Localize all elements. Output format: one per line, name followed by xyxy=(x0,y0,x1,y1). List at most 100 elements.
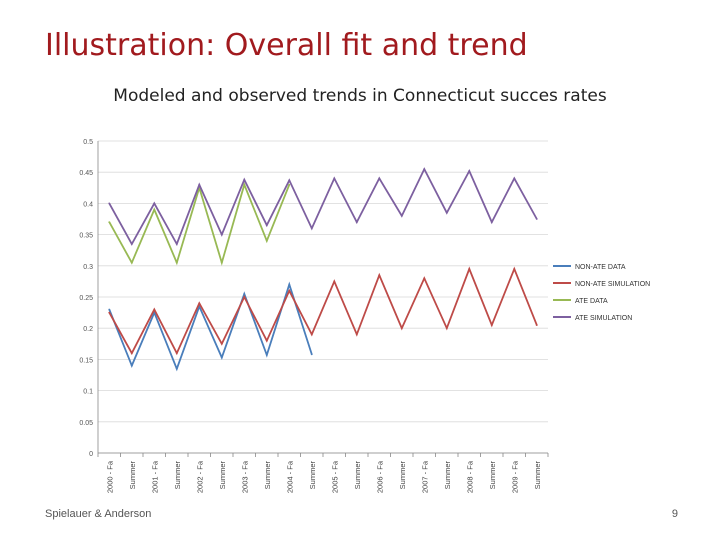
data-point xyxy=(220,342,223,345)
y-tick-label: 0.45 xyxy=(79,170,93,177)
y-tick-label: 0.3 xyxy=(83,264,93,271)
data-point xyxy=(310,227,313,230)
data-point xyxy=(153,208,156,211)
data-point xyxy=(265,239,268,242)
data-point xyxy=(220,233,223,236)
data-point xyxy=(288,289,291,292)
data-point xyxy=(423,277,426,280)
data-point xyxy=(108,308,111,311)
x-tick-label: 2002 - Fa xyxy=(195,460,204,493)
data-point xyxy=(468,268,471,270)
data-point xyxy=(490,324,493,326)
data-point xyxy=(243,296,246,298)
x-tick-label: Summer xyxy=(263,461,272,490)
data-point xyxy=(243,178,246,181)
data-point xyxy=(265,354,268,356)
x-tick-label: 2007 - Fa xyxy=(420,460,429,493)
y-tick-label: 0.15 xyxy=(79,357,93,364)
data-point xyxy=(513,177,516,180)
data-point xyxy=(490,221,493,224)
x-tick-label: Summer xyxy=(128,461,137,490)
data-point xyxy=(468,170,471,172)
series-lines xyxy=(108,167,538,372)
y-tick-label: 0 xyxy=(89,451,93,458)
data-point xyxy=(535,324,538,326)
data-point xyxy=(175,352,178,355)
data-point xyxy=(333,280,336,283)
series-line-ate-simulation xyxy=(108,167,538,247)
chart-legend: NON-ATE DATA NON-ATE SIMULATION ATE DATA AT… xyxy=(553,264,650,322)
series-line-non-ate-simulation xyxy=(108,266,538,356)
footer-author: Spielauer & Anderson xyxy=(45,508,152,520)
y-tick-label: 0.05 xyxy=(79,420,93,427)
data-point xyxy=(535,218,538,220)
data-point xyxy=(288,183,291,186)
data-point xyxy=(220,356,223,359)
data-point xyxy=(198,183,201,186)
data-point xyxy=(400,327,403,330)
x-tick-label: 2004 - Fa xyxy=(285,460,294,493)
slide-title: Illustration: Overall fit and trend xyxy=(45,28,528,63)
line-chart: 0 0.05 0.1 0.15 0.2 0.25 0.3 0.35 0.4 0.45 0.5 200… xyxy=(79,139,650,493)
y-axis-ticks: 0 0.05 0.1 0.15 0.2 0.25 0.3 0.35 0.4 0.45 0.5 xyxy=(79,139,93,458)
x-tick-label: 2006 - Fa xyxy=(375,460,384,493)
x-tick-label: Summer xyxy=(398,461,407,490)
data-point xyxy=(130,352,133,355)
data-point xyxy=(198,302,201,305)
data-point xyxy=(310,333,313,336)
x-tick-label: Summer xyxy=(443,461,452,490)
data-point xyxy=(378,274,381,277)
data-point xyxy=(108,221,111,224)
x-tick-label: 2001 - Fa xyxy=(150,460,159,493)
x-tick-label: Summer xyxy=(308,461,317,490)
data-point xyxy=(445,327,448,330)
legend-label: ATE DATA xyxy=(575,298,608,305)
data-point xyxy=(355,333,358,336)
data-point xyxy=(310,353,313,356)
x-tick-label: 2008 - Fa xyxy=(465,460,474,493)
x-tick-label: Summer xyxy=(533,461,542,490)
x-tick-label: Summer xyxy=(218,461,227,490)
x-tick-label: Summer xyxy=(488,461,497,490)
legend-label: ATE SIMULATION xyxy=(575,315,632,322)
data-point xyxy=(265,224,268,227)
data-point xyxy=(130,364,133,367)
data-point xyxy=(265,339,268,342)
legend-label: NON-ATE SIMULATION xyxy=(575,281,650,288)
data-point xyxy=(288,283,291,286)
x-tick-label: Summer xyxy=(173,461,182,490)
data-point xyxy=(175,243,178,245)
data-point xyxy=(445,211,448,214)
data-point xyxy=(175,261,178,264)
chart-title: Modeled and observed trends in Connectic… xyxy=(113,86,607,106)
x-tick-label: 2003 - Fa xyxy=(240,460,249,493)
data-point xyxy=(220,261,223,264)
series-line-ate-data xyxy=(108,181,291,266)
data-point xyxy=(153,202,156,205)
y-tick-label: 0.2 xyxy=(83,326,93,333)
x-tick-label: 2009 - Fa xyxy=(510,460,519,493)
y-tick-label: 0.35 xyxy=(79,233,93,240)
data-point xyxy=(243,183,246,186)
x-tick-label: 2005 - Fa xyxy=(330,460,339,493)
data-point xyxy=(108,202,111,205)
data-point xyxy=(130,243,133,245)
page-number: 9 xyxy=(671,508,678,520)
data-point xyxy=(378,177,381,180)
data-point xyxy=(400,214,403,217)
data-point xyxy=(243,292,246,295)
x-tick-label: 2000 - Fa xyxy=(105,460,114,493)
data-point xyxy=(355,221,358,224)
data-point xyxy=(288,179,291,182)
data-point xyxy=(175,367,178,370)
y-tick-label: 0.4 xyxy=(83,201,93,208)
y-tick-label: 0.5 xyxy=(83,139,93,146)
data-point xyxy=(333,177,336,180)
y-tick-label: 0.1 xyxy=(83,389,93,396)
data-point xyxy=(153,308,156,311)
series-line-non-ate-data xyxy=(108,281,313,372)
data-point xyxy=(513,268,516,270)
legend-label: NON-ATE DATA xyxy=(575,264,626,271)
data-point xyxy=(130,261,133,264)
data-point xyxy=(423,168,426,170)
